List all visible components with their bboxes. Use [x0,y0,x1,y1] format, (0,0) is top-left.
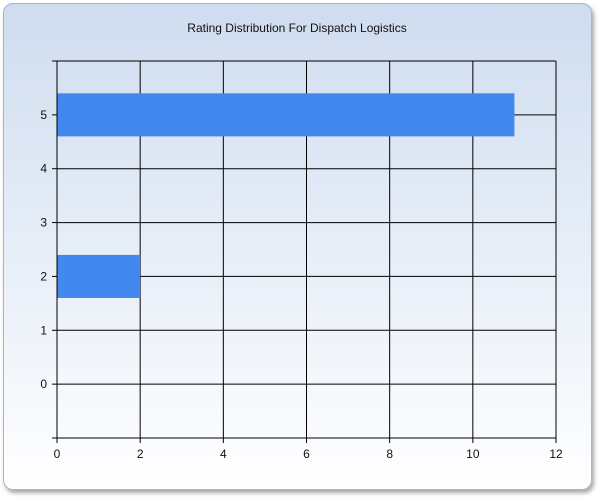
x-tick-label: 10 [466,447,480,461]
x-tick-label: 2 [137,447,144,461]
x-tick-label: 8 [386,447,393,461]
y-tick-label: 2 [40,269,47,283]
x-tick-label: 6 [303,447,310,461]
x-tick-label: 0 [54,447,61,461]
axes [52,60,557,443]
chart-title: Rating Distribution For Dispatch Logisti… [187,21,407,35]
bar [57,254,141,298]
y-tick-label: 3 [40,216,47,230]
bar [57,93,515,137]
y-tick-label: 4 [40,162,47,176]
x-tick-label: 4 [220,447,227,461]
y-tick-label: 0 [40,377,47,391]
x-tick-label: 12 [549,447,563,461]
y-tick-label: 5 [40,108,47,122]
bars [57,93,515,298]
y-tick-label: 1 [40,323,47,337]
chart-frame [3,3,592,490]
